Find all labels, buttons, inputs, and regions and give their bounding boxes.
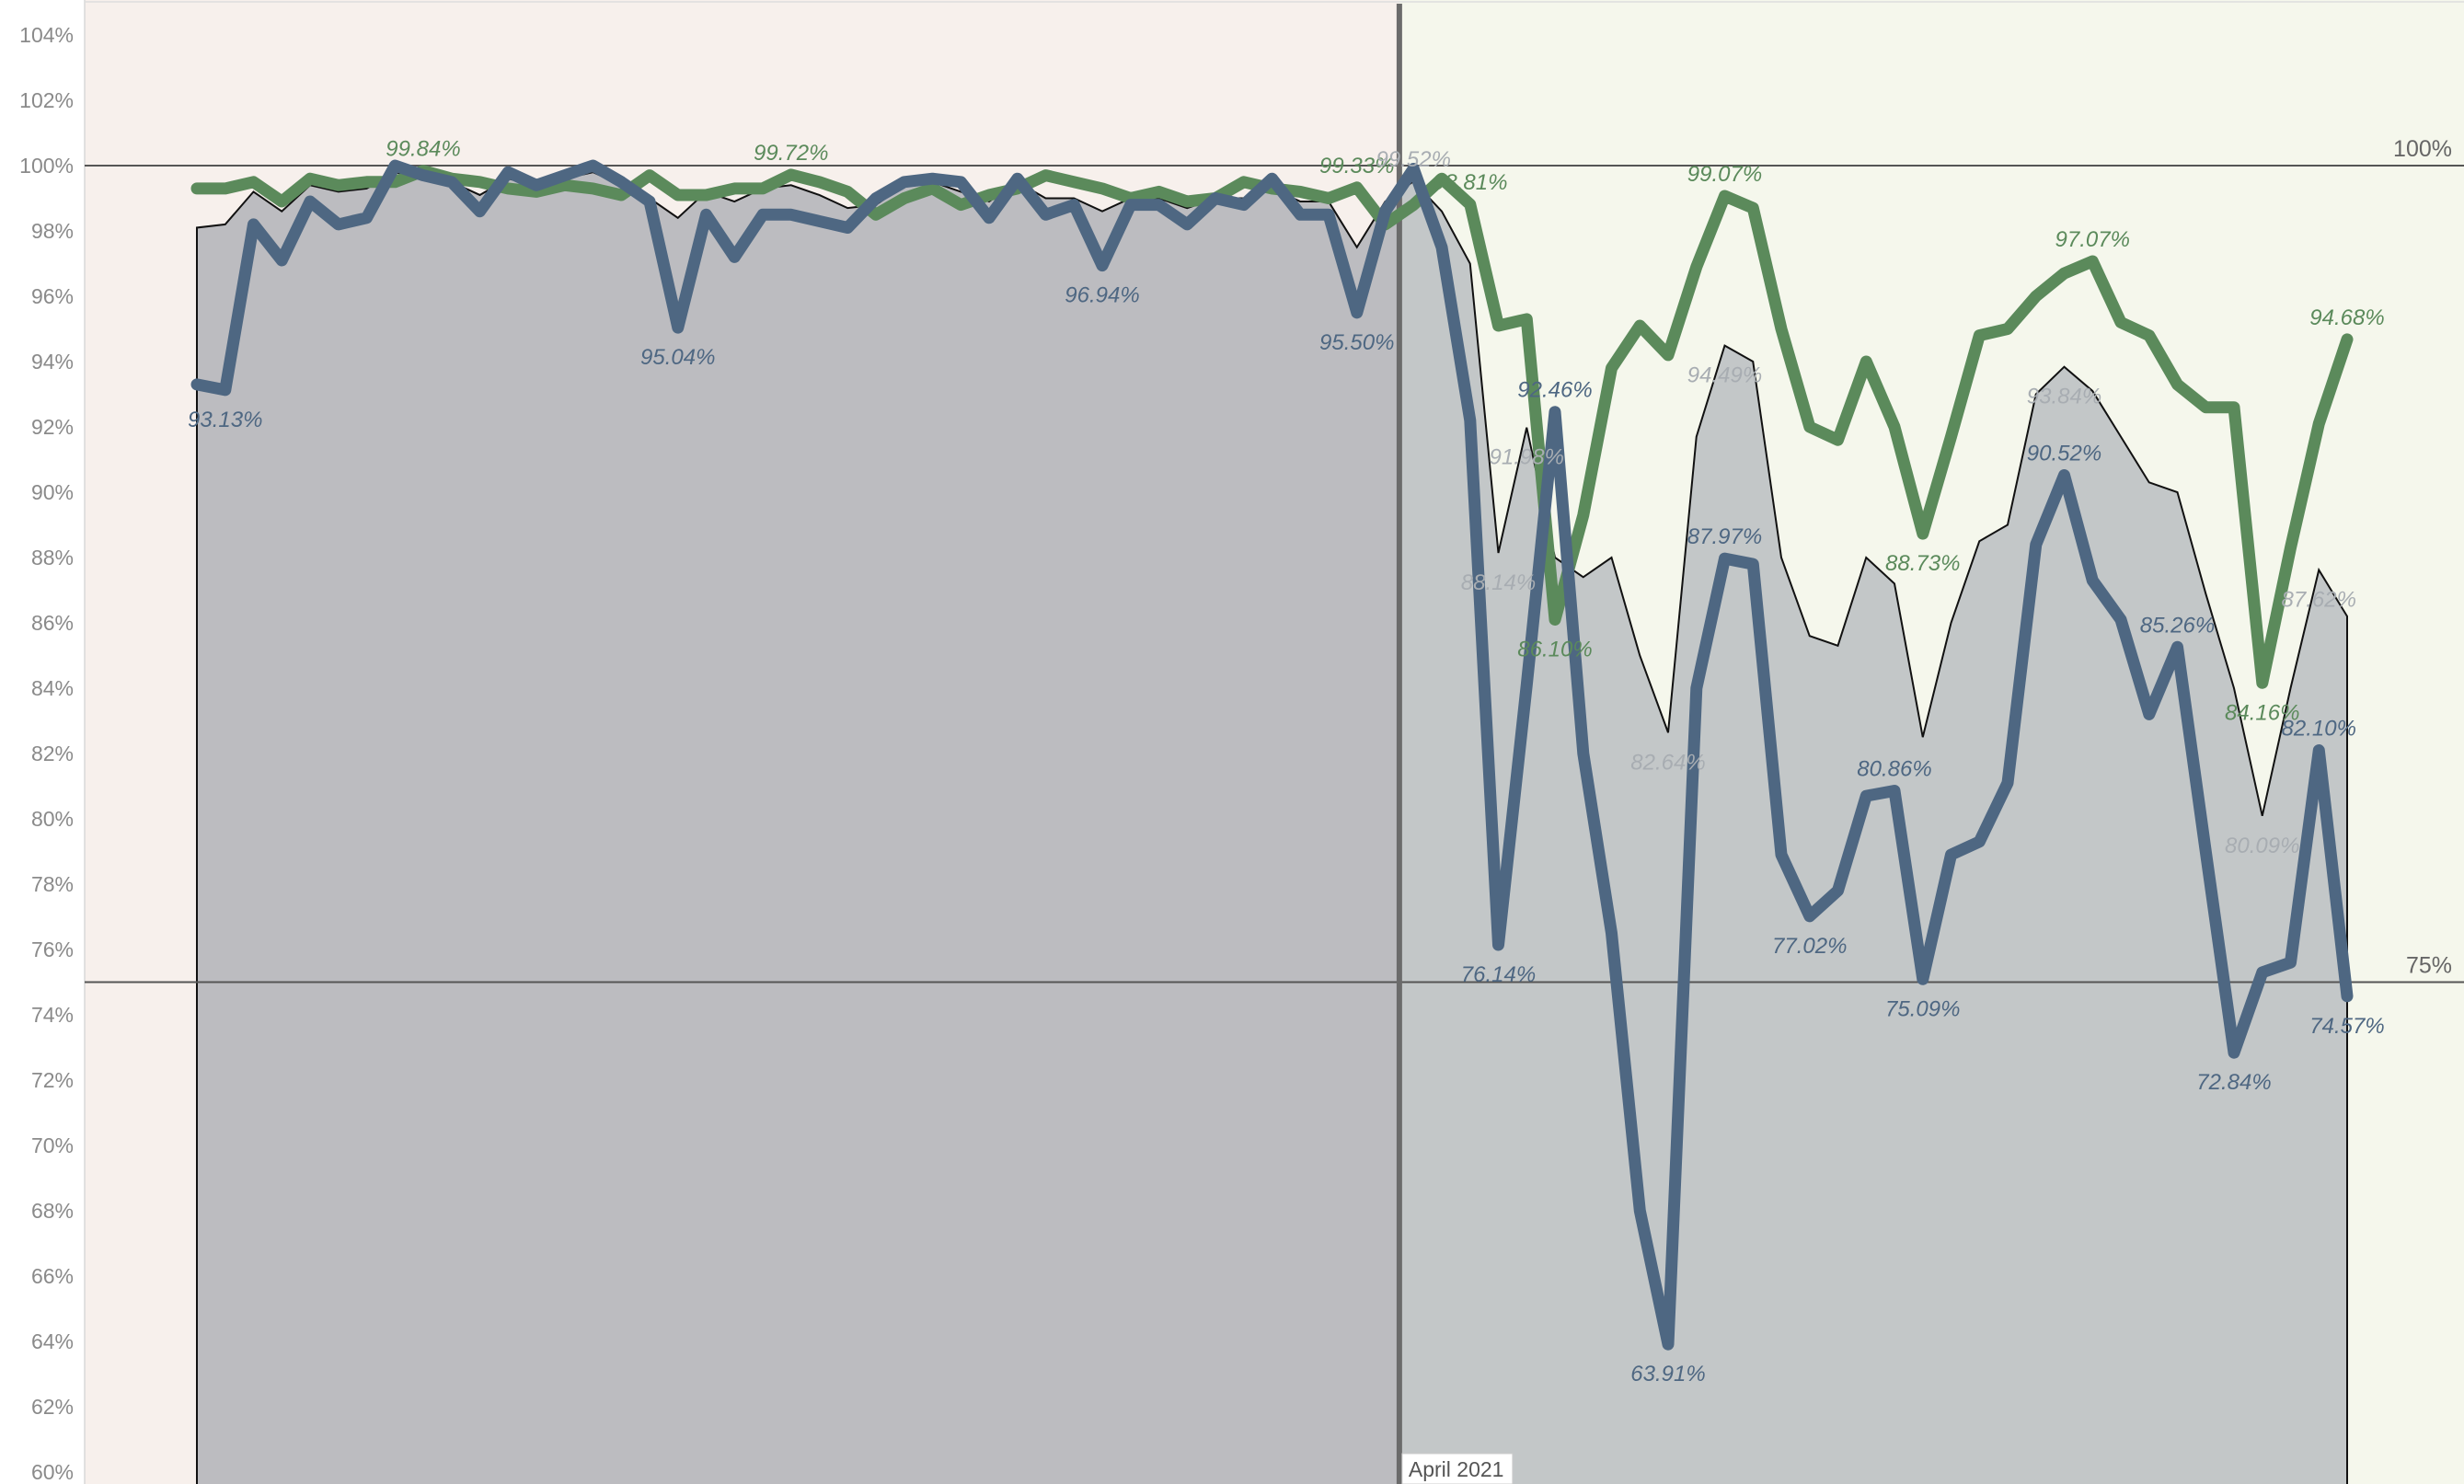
green-data-label: 99.33% [1319,154,1394,178]
gray_area-data-label: 93.84% [2027,385,2101,409]
green-data-label: 88.73% [1885,551,1960,576]
reference-lines: 100% 75% [85,136,2464,984]
blue-data-label: 87.97% [1687,524,1762,549]
blue-data-label: 82.10% [2282,716,2356,741]
y-tick-label: 64% [31,1329,74,1353]
blue-data-label: 80.86% [1857,756,1931,781]
y-tick-label: 96% [31,284,74,308]
y-tick-label: 76% [31,938,74,961]
y-tick-label: 88% [31,546,74,569]
gray_area-data-label: 91.98% [1490,445,1564,470]
blue-data-label: 77.02% [1772,934,1847,959]
y-tick-label: 68% [31,1199,74,1223]
line-series [190,159,2354,1351]
blue-data-label: 74.57% [2309,1014,2384,1039]
reference-line-label: 75% [2406,953,2452,979]
y-tick-label: 70% [31,1133,74,1157]
green-data-label: 97.07% [2055,227,2130,252]
y-axis-strip [0,0,85,1484]
period-marker-label-box [1401,1453,1514,1484]
green-data-label: 94.68% [2309,305,2384,330]
blue-data-label: 76.14% [1461,962,1536,987]
reference-line-label: 100% [2393,136,2452,162]
y-tick-label: 86% [31,611,74,635]
green-series-line [190,165,2354,689]
blue-data-label: 93.13% [188,408,262,432]
y-tick-label: 84% [31,676,74,700]
y-tick-label: 60% [31,1460,74,1484]
blue-data-label: 92.46% [1517,378,1592,403]
gray_area-data-label: 82.64% [1630,750,1705,775]
y-tick-label: 90% [31,480,74,504]
blue-data-label: 95.50% [1319,330,1394,355]
y-tick-label: 72% [31,1068,74,1092]
blue-series-line [190,159,2354,1351]
gray_area-data-label: 88.14% [1461,570,1536,595]
gray_area-data-label: 99.52% [1376,147,1451,172]
y-tick-label: 78% [31,872,74,896]
data-labels: 99.84% 99.72% 99.33% 98.81% 86.10% 99.07% 88.7… [188,137,2385,1387]
gray_area-data-label: 87.62% [2282,587,2356,612]
y-tick-label: 104% [19,23,74,47]
green-data-label: 84.16% [2225,700,2299,725]
y-tick-label: 94% [31,350,74,374]
y-tick-label: 74% [31,1003,74,1027]
blue-data-label: 72.84% [2196,1070,2271,1095]
blue-data-label: 75.09% [1885,996,1960,1021]
green-data-label: 86.10% [1517,637,1592,661]
blue-data-label: 63.91% [1630,1362,1705,1386]
y-tick-label: 62% [31,1395,74,1419]
period-marker: April 2021 [1396,4,1514,1484]
y-tick-label: 82% [31,742,74,765]
y-tick-label: 100% [19,154,74,178]
green-data-label: 99.72% [754,141,828,166]
blue-data-label: 96.94% [1065,283,1139,308]
gray-area-before [197,172,1399,1484]
y-tick-label: 92% [31,415,74,439]
blue-data-label: 90.52% [2027,442,2101,466]
green-data-label: 99.84% [386,137,460,162]
y-tick-label: 80% [31,807,74,831]
blue-data-label: 85.26% [2140,613,2215,638]
gray_area-data-label: 80.09% [2225,834,2299,858]
y-tick-label: 102% [19,88,74,112]
y-tick-label: 98% [31,219,74,243]
blue-data-label: 95.04% [640,345,715,370]
period-marker-label: April 2021 [1409,1457,1504,1481]
gray_area-data-label: 94.49% [1687,363,1762,388]
green-data-label: 99.07% [1687,162,1762,187]
green-data-label: 98.81% [1433,170,1507,195]
y-tick-label: 66% [31,1264,74,1288]
